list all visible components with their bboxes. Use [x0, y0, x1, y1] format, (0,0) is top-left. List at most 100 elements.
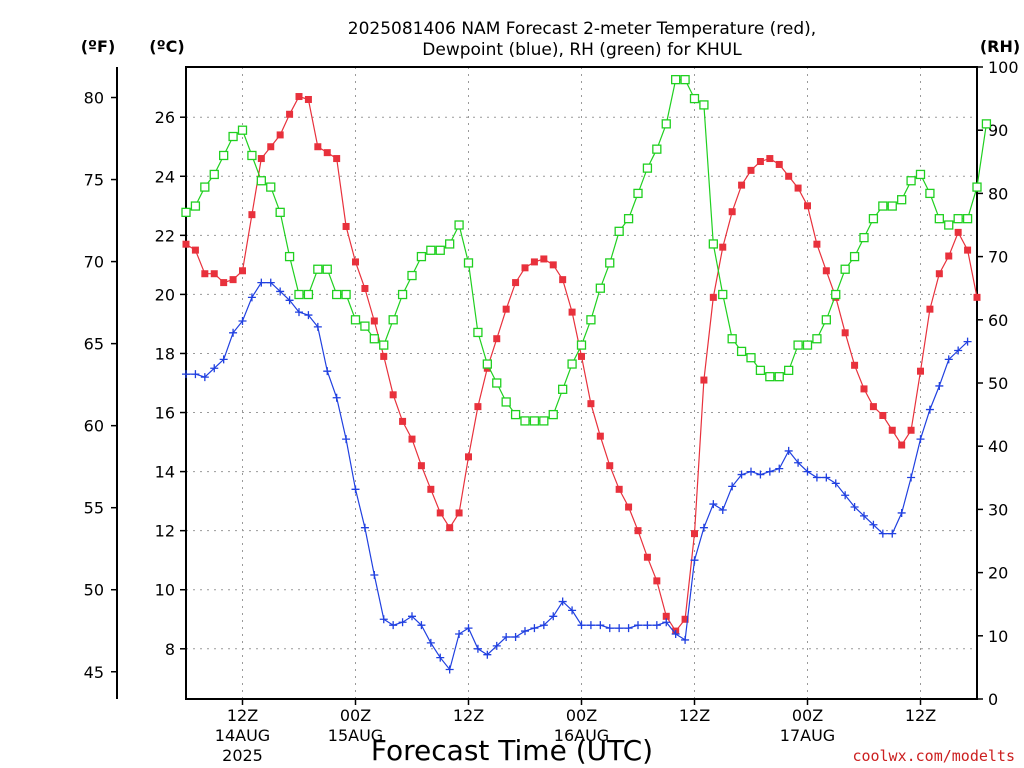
dewpoint-point [219, 355, 228, 364]
temperature-point [502, 305, 510, 313]
temperature-point [314, 143, 322, 151]
temperature-point [342, 222, 350, 230]
rh-point [275, 207, 285, 218]
rh-point [463, 258, 474, 268]
temperature-point [869, 403, 877, 411]
dewpoint-point [464, 624, 473, 633]
rh-point [190, 201, 201, 211]
rh-unit-label: (RH) [980, 37, 1020, 56]
rh-tick-label: 70 [988, 248, 1008, 267]
temperature-point [596, 432, 604, 440]
temperature-point [926, 305, 934, 313]
dewpoint-point [652, 621, 661, 630]
dewpoint-point [229, 328, 238, 337]
dewpoint-point [709, 500, 718, 509]
dewpoint-point [379, 615, 388, 624]
rh-point [831, 289, 841, 300]
dewpoint-point [539, 621, 548, 630]
dewpoint-point [812, 473, 821, 482]
dewpoint-point [257, 278, 266, 287]
rh-point [925, 188, 935, 199]
temperature-point [361, 284, 369, 292]
dewpoint-point [615, 624, 624, 633]
x-tick-label: 00Z [340, 706, 371, 725]
temperature-point [822, 267, 830, 275]
rh-tick-label: 80 [988, 184, 1008, 203]
rh-point [821, 315, 831, 325]
celsius-tick-label: 18 [155, 344, 175, 363]
temperature-point [879, 411, 887, 419]
temperature-series [182, 93, 981, 635]
rh-point [708, 239, 718, 249]
rh-point [765, 372, 775, 382]
temperature-point [276, 131, 284, 139]
temperature-point [700, 376, 708, 384]
rh-point [520, 416, 530, 426]
temperature-point [888, 426, 896, 434]
dewpoint-point [342, 435, 351, 444]
dewpoint-point [596, 621, 605, 630]
temperature-point [455, 509, 463, 517]
temperature-point [954, 228, 962, 236]
temperature-point [559, 276, 567, 284]
celsius-tick-label: 10 [155, 581, 175, 600]
rh-point [492, 378, 502, 388]
temperature-point [945, 252, 953, 260]
rh-point [482, 359, 492, 369]
temperature-point [229, 276, 237, 284]
dewpoint-point [398, 618, 407, 627]
rh-point [426, 245, 436, 255]
series [181, 74, 992, 674]
temperature-point [201, 270, 209, 278]
dewpoint-point [775, 464, 784, 473]
temperature-point [615, 485, 623, 493]
rh-point [595, 283, 605, 293]
temperature-point [578, 352, 585, 360]
rh-point [558, 384, 568, 394]
rh-tick-label: 90 [988, 121, 1008, 140]
rh-point [501, 397, 511, 407]
temperature-point [719, 243, 727, 251]
rh-point [661, 119, 671, 129]
rh-point [360, 321, 370, 331]
temperature-point [549, 261, 557, 269]
temperature-point [766, 155, 774, 163]
temperature-point [427, 485, 435, 493]
dewpoint-point [671, 630, 680, 639]
dewpoint-point [586, 621, 595, 630]
rh-tick-label: 50 [988, 374, 1008, 393]
temperature-point [267, 143, 275, 151]
dewpoint-point [831, 479, 840, 488]
rh-point [228, 131, 238, 142]
temperature-point [323, 149, 331, 157]
temperature-point [446, 524, 454, 532]
rh-series [181, 74, 992, 426]
rh-tick-label: 30 [988, 500, 1008, 519]
rh-point [510, 409, 521, 420]
dewpoint-point [285, 296, 294, 305]
chart-title-line2: Dewpoint (blue), RH (green) for KHUL [422, 40, 742, 60]
dewpoint-point [182, 370, 190, 379]
temperature-point [917, 367, 924, 375]
temperature-point [521, 264, 529, 272]
temperature-point [794, 184, 802, 192]
temperature-point [257, 155, 265, 163]
dewpoint-point [247, 293, 256, 302]
x-tick-label: 12Z [679, 706, 710, 725]
temperature-point [804, 202, 811, 210]
rh-point [567, 359, 577, 369]
temperature-point [220, 279, 228, 287]
fahrenheit-tick-label: 75 [84, 171, 104, 190]
rh-point [934, 214, 944, 224]
dewpoint-point [473, 644, 482, 653]
temperature-point [248, 211, 256, 219]
rh-point [840, 264, 850, 274]
rh-tick-label: 100 [988, 58, 1019, 77]
temperature-point [785, 172, 793, 180]
temperature-point [493, 335, 501, 343]
rh-point [416, 251, 427, 262]
rh-point [793, 340, 803, 350]
dewpoint-point [728, 482, 737, 491]
dewpoint-point [455, 630, 464, 639]
rh-point [350, 315, 361, 325]
